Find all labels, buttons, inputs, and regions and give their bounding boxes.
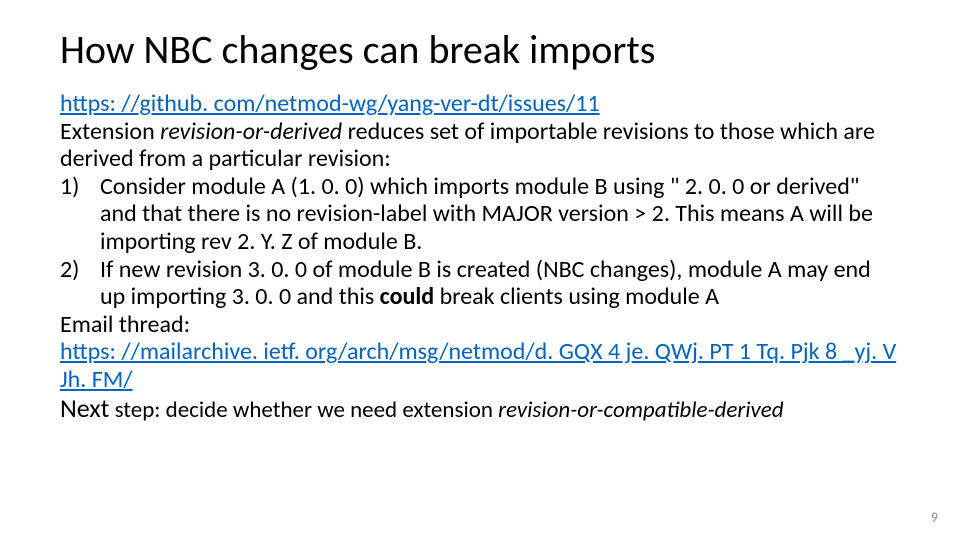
list-text: If new revision 3. 0. 0 of module B is c… xyxy=(100,256,900,311)
extension-line: Extension revision-or-derived reduces se… xyxy=(60,118,900,173)
slide-title: How NBC changes can break imports xyxy=(60,28,900,72)
github-issue-link[interactable]: https: //github. com/netmod-wg/yang-ver-… xyxy=(60,89,600,118)
list-number: 1) xyxy=(60,173,100,256)
list-item: 1) Consider module A (1. 0. 0) which imp… xyxy=(60,173,900,256)
list-text-post: break clients using module A xyxy=(434,282,719,311)
list-text-bold: could xyxy=(380,282,434,311)
next-step-term: revision-or-compatible-derived xyxy=(498,396,783,424)
list-number: 2) xyxy=(60,256,100,311)
slide-body: https: //github. com/netmod-wg/yang-ver-… xyxy=(60,90,900,423)
list-text: Consider module A (1. 0. 0) which import… xyxy=(100,173,900,256)
next-step-line: Next step: decide whether we need extens… xyxy=(60,394,900,424)
extension-term: revision-or-derived xyxy=(160,117,342,146)
mailarchive-link[interactable]: https: //mailarchive. ietf. org/arch/msg… xyxy=(60,337,896,394)
page-number: 9 xyxy=(931,509,938,526)
numbered-list: 1) Consider module A (1. 0. 0) which imp… xyxy=(60,173,900,311)
next-lead: Next xyxy=(60,392,109,424)
email-thread-label: Email thread: xyxy=(60,311,900,339)
next-step-prefix: step: decide whether we need extension xyxy=(109,396,498,424)
slide: How NBC changes can break imports https:… xyxy=(0,0,960,540)
extension-prefix: Extension xyxy=(60,117,160,146)
list-item: 2) If new revision 3. 0. 0 of module B i… xyxy=(60,256,900,311)
email-thread-link-line: https: //mailarchive. ietf. org/arch/msg… xyxy=(60,338,900,393)
issue-link-line: https: //github. com/netmod-wg/yang-ver-… xyxy=(60,90,900,118)
